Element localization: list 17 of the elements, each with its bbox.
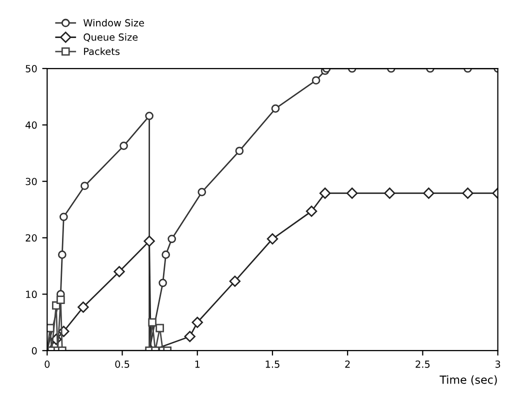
y-tick-label: 30 — [26, 178, 37, 186]
x-tick-label: 0.5 — [115, 360, 130, 368]
x-tick-label: 2.5 — [416, 360, 430, 368]
legend-label: Packets — [84, 48, 120, 56]
y-tick-label: 20 — [26, 234, 37, 242]
x-tick-label: 0 — [44, 360, 50, 368]
x-axis-title: Time (sec) — [440, 375, 497, 386]
x-tick-label: 2 — [345, 360, 350, 368]
x-tick-label: 1 — [195, 360, 200, 368]
x-tick-label: 1.5 — [266, 360, 280, 368]
legend-label: Window Size — [83, 18, 144, 27]
y-tick-label: 40 — [26, 121, 37, 129]
y-tick-label: 0 — [32, 347, 37, 354]
x-tick-label: 3 — [495, 360, 500, 368]
y-tick-label: 50 — [26, 64, 37, 72]
y-tick-label: 10 — [26, 290, 37, 298]
legend-label: Queue Size — [84, 33, 138, 42]
